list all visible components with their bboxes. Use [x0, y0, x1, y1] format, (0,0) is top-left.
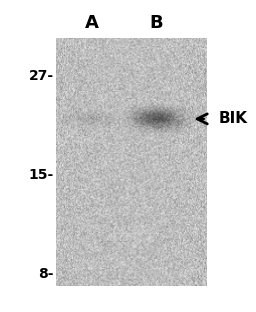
Text: B: B — [150, 14, 163, 32]
Text: A: A — [84, 14, 98, 32]
Text: BIK: BIK — [219, 111, 248, 126]
Text: 15-: 15- — [29, 168, 54, 182]
Text: 27-: 27- — [29, 69, 54, 83]
Text: 8-: 8- — [38, 266, 54, 280]
